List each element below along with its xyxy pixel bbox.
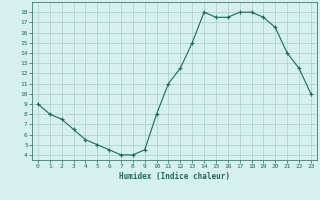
X-axis label: Humidex (Indice chaleur): Humidex (Indice chaleur) — [119, 172, 230, 181]
